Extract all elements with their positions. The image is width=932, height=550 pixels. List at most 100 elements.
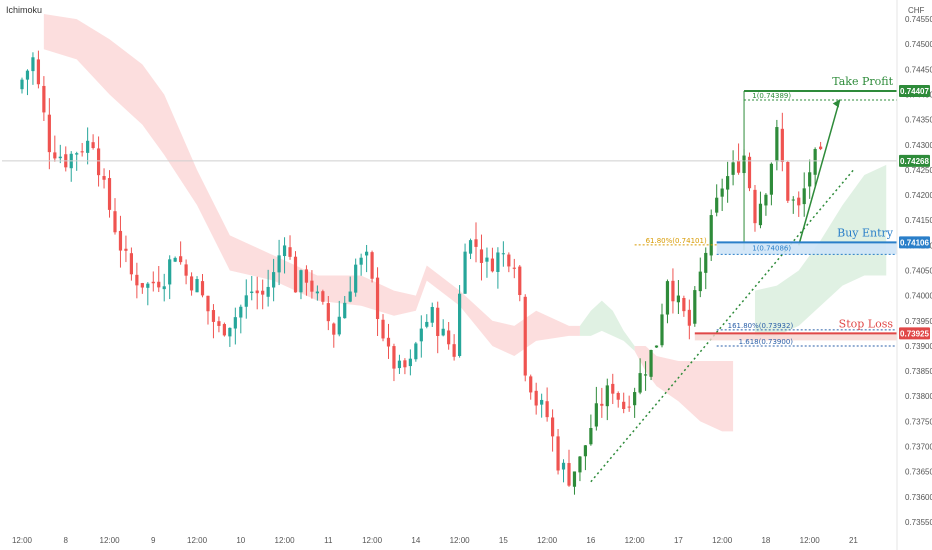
candle-body: [195, 279, 199, 293]
candle-body: [441, 328, 445, 336]
y-tick-label: 0.74350: [905, 116, 932, 125]
candle-body: [392, 346, 396, 369]
candle-body: [397, 360, 402, 369]
candle-body: [272, 272, 276, 288]
candle-body: [693, 290, 697, 324]
cloud-bearish: [43, 14, 580, 357]
candle-body: [764, 194, 768, 206]
x-tick-label: 11: [324, 536, 333, 545]
fib-label: 1.618(0.73900): [739, 338, 794, 346]
y-tick-label: 0.74050: [905, 267, 932, 276]
candle-body: [452, 344, 456, 357]
take-profit-badge-text: 0.74407: [900, 87, 929, 96]
fib-label: 1(0.74086): [752, 244, 791, 252]
candle-layer: [20, 50, 823, 495]
y-tick-label: 0.73650: [905, 468, 932, 477]
candle-body: [463, 251, 467, 294]
candle-body: [86, 140, 90, 153]
candle-body: [611, 383, 615, 394]
buy-entry-zone: [716, 242, 897, 255]
x-tick-label: 12:00: [187, 536, 208, 545]
candle-body: [36, 59, 41, 85]
candle-body: [436, 307, 440, 336]
candle-body: [239, 306, 243, 318]
candle-body: [381, 319, 385, 339]
x-tick-label: 18: [761, 536, 770, 545]
stop-loss-label: Stop Loss: [839, 317, 894, 330]
y-axis: 0.745500.745000.744500.744000.743500.743…: [896, 0, 932, 550]
y-tick-label: 0.73850: [905, 367, 932, 376]
candle-body: [332, 323, 336, 335]
x-tick-label: 17: [674, 536, 683, 545]
candle-body: [769, 163, 773, 195]
cloud-bullish: [579, 300, 635, 351]
y-tick-label: 0.73900: [905, 342, 932, 351]
candle-body: [233, 317, 237, 329]
x-tick-label: 12:00: [625, 536, 646, 545]
y-tick-label: 0.74450: [905, 65, 932, 74]
candle-body: [53, 152, 57, 159]
candle-body: [75, 153, 79, 155]
candle-body: [529, 376, 533, 393]
candle-body: [501, 253, 505, 255]
candle-body: [47, 114, 51, 153]
y-tick-label: 0.74250: [905, 166, 932, 175]
y-tick-label: 0.73800: [905, 392, 932, 401]
candle-body: [157, 281, 161, 288]
take-profit-badge: [899, 84, 930, 97]
candle-body: [490, 258, 495, 272]
candle-body: [512, 267, 516, 269]
candle-body: [321, 291, 325, 302]
stop-loss-badge: [899, 327, 930, 340]
candle-body: [419, 328, 423, 342]
candle-body: [173, 257, 177, 262]
y-tick-label: 0.73600: [905, 493, 932, 502]
candle-body: [605, 385, 609, 407]
overlay-layer: 1(0.74389) 61.80%(0.74101) 1(0.74086) 161.8…: [2, 75, 897, 483]
candle-body: [545, 401, 549, 418]
candle-body: [474, 239, 478, 247]
projection-arrow: [798, 99, 841, 246]
candle-body: [808, 172, 812, 187]
candle-body: [25, 70, 30, 80]
candle-body: [747, 156, 752, 189]
candle-body: [162, 286, 166, 290]
buy-entry-badge: [899, 236, 930, 249]
candle-body: [775, 127, 779, 162]
y-tick-label: 0.74300: [905, 141, 932, 150]
indicator-label[interactable]: Ichimoku: [6, 5, 42, 15]
y-tick-label: 0.74550: [905, 15, 932, 24]
projection-arrowhead: [832, 99, 840, 108]
candle-body: [129, 253, 133, 275]
candle-body: [561, 462, 566, 470]
candle-body: [726, 176, 730, 190]
candle-body: [288, 247, 292, 257]
candle-body: [151, 281, 155, 284]
y-tick-label: 0.74000: [905, 292, 932, 301]
cloud-bearish: [634, 345, 734, 432]
candle-body: [791, 199, 795, 201]
candle-body: [107, 178, 112, 210]
x-tick-label: 12:00: [800, 536, 821, 545]
candle-body: [671, 280, 675, 302]
x-tick-label: 9: [151, 536, 156, 545]
candle-body: [720, 188, 724, 197]
x-axis: 12:00 8 12:00 9 12:00 10 12:00 11 12:00 14 12:00 15…: [12, 536, 858, 545]
candle-body: [627, 406, 631, 408]
candle-body: [638, 373, 642, 393]
candle-body: [589, 428, 593, 445]
candle-body: [343, 302, 347, 319]
x-tick-label: 8: [64, 536, 69, 545]
stop-loss-badge-text: 0.73925: [900, 329, 929, 338]
candle-body: [359, 257, 363, 265]
candle-body: [687, 309, 691, 326]
candle-body: [758, 203, 763, 226]
candle-body: [124, 248, 128, 251]
candle-body: [523, 296, 527, 376]
trendline: [590, 169, 855, 483]
candle-body: [168, 259, 172, 285]
candle-body: [704, 252, 708, 273]
candle-body: [534, 390, 538, 406]
candle-body: [315, 291, 319, 294]
